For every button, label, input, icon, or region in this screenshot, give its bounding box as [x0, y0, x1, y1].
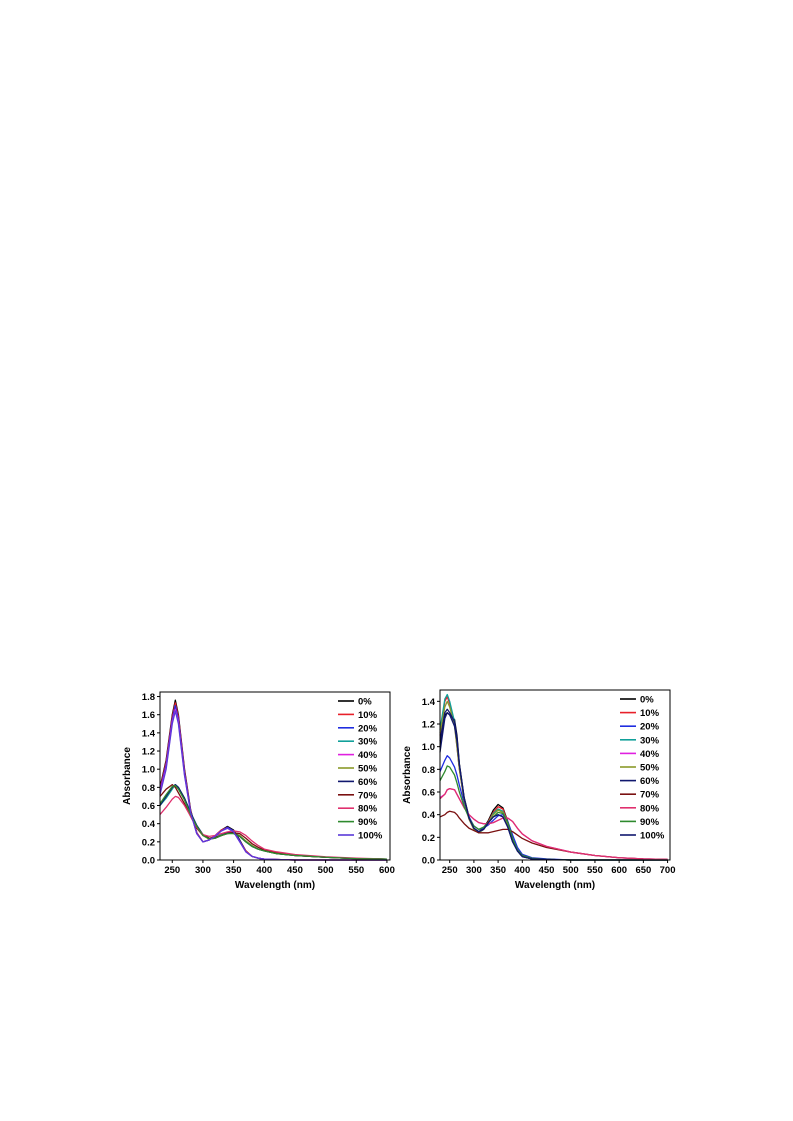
- x-tick-label: 300: [466, 865, 482, 876]
- y-tick-label: 0.8: [422, 765, 435, 776]
- legend-label: 90%: [358, 817, 378, 828]
- plot-frame: [159, 691, 391, 861]
- y-tick-label: 0.4: [422, 810, 436, 821]
- legend-label: 40%: [358, 750, 378, 761]
- series-line-20pct: [159, 704, 387, 861]
- x-tick-label: 450: [287, 865, 303, 876]
- y-axis-title: Absorbance: [122, 747, 133, 805]
- legend-label: 30%: [640, 735, 660, 746]
- y-tick-label: 0.0: [422, 856, 435, 867]
- series-line-0pct: [159, 699, 387, 861]
- y-tick-label: 0.8: [142, 783, 155, 794]
- series-line-80pct: [439, 787, 668, 861]
- y-tick-label: 0.0: [142, 856, 155, 867]
- y-tick-label: 0.2: [142, 837, 155, 848]
- legend-label: 30%: [358, 737, 378, 748]
- legend-label: 80%: [358, 804, 378, 815]
- legend-label: 20%: [358, 723, 378, 734]
- series-line-90pct: [159, 784, 387, 860]
- legend-label: 70%: [358, 790, 378, 801]
- x-tick-label: 500: [318, 865, 334, 876]
- legend-label: 10%: [640, 708, 660, 719]
- series-line-100pct: [439, 712, 668, 861]
- x-tick-label: 350: [226, 865, 242, 876]
- y-tick-label: 1.2: [142, 747, 155, 758]
- y-tick-label: 1.0: [142, 765, 155, 776]
- legend-label: 0%: [358, 697, 372, 708]
- series-line-60pct: [439, 708, 668, 861]
- series-line-100pct: [159, 710, 387, 861]
- x-tick-label: 650: [635, 865, 651, 876]
- x-tick-label: 500: [563, 865, 579, 876]
- y-tick-label: 1.2: [422, 720, 435, 731]
- legend-label: 80%: [640, 803, 660, 814]
- legend-label: 50%: [640, 763, 660, 774]
- legend-label: 100%: [358, 831, 383, 842]
- x-tick-label: 700: [660, 865, 676, 876]
- y-tick-label: 1.6: [142, 710, 155, 721]
- x-tick-label: 350: [490, 865, 506, 876]
- y-tick-label: 0.6: [142, 801, 155, 812]
- series-line-80pct: [159, 795, 387, 860]
- x-tick-label: 400: [256, 865, 272, 876]
- y-tick-label: 0.4: [142, 819, 156, 830]
- y-axis-title: Absorbance: [402, 746, 413, 804]
- chart-left-svg: 250 300 350 400 450 500 550 600 0.0 0.2 0.4 0.6 0.8 1…: [122, 691, 395, 891]
- legend-label: 50%: [358, 764, 378, 775]
- y-tick-label: 1.4: [422, 697, 436, 708]
- absorbance-chart-left: 250 300 350 400 450 500 550 600 0.0 0.2 0.4 0.6 0.8 1…: [116, 684, 406, 899]
- x-tick-label: 600: [379, 865, 395, 876]
- plot-frame: [439, 689, 671, 861]
- x-tick-label: 400: [514, 865, 530, 876]
- legend-label: 40%: [640, 749, 660, 760]
- x-axis-title: Wavelength (nm): [235, 880, 315, 891]
- x-tick-label: 550: [348, 865, 364, 876]
- legend-label: 60%: [358, 777, 378, 788]
- legend-label: 100%: [640, 831, 665, 842]
- y-tick-label: 1.4: [142, 728, 156, 739]
- legend-label: 90%: [640, 817, 660, 828]
- legend-label: 60%: [640, 776, 660, 787]
- x-tick-label: 600: [611, 865, 627, 876]
- y-tick-label: 0.6: [422, 788, 435, 799]
- y-tick-label: 1.0: [422, 742, 435, 753]
- y-tick-label: 1.8: [142, 692, 155, 703]
- legend-label: 20%: [640, 722, 660, 733]
- y-tick-label: 0.2: [422, 833, 435, 844]
- x-tick-label: 250: [164, 865, 180, 876]
- absorbance-chart-right: 250 300 350 400 450 500 550 600 650 700 0.0 0.2 0.4 0…: [398, 684, 683, 899]
- x-tick-label: 550: [587, 865, 603, 876]
- legend-label: 10%: [358, 710, 378, 721]
- x-tick-label: 300: [195, 865, 211, 876]
- series-line-40pct: [159, 708, 387, 861]
- x-axis-title: Wavelength (nm): [515, 880, 595, 891]
- legend-label: 70%: [640, 790, 660, 801]
- legend-label: 0%: [640, 695, 654, 706]
- chart-right-svg: 250 300 350 400 450 500 550 600 650 700 0.0 0.2 0.4 0…: [402, 689, 676, 891]
- x-tick-label: 450: [539, 865, 555, 876]
- x-tick-label: 250: [442, 865, 458, 876]
- series-line-0pct: [439, 712, 668, 861]
